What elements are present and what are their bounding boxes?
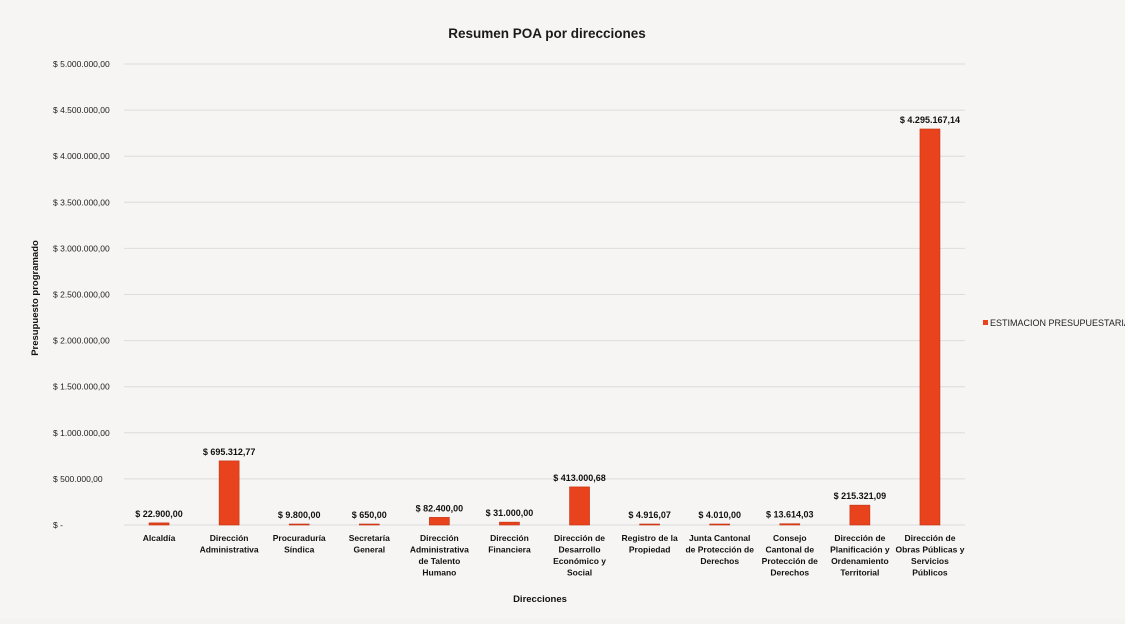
y-tick-label: $ 2.000.000,00 — [53, 336, 110, 346]
x-tick-label: Dirección Administrativa — [200, 533, 259, 555]
x-tick-label: Dirección Financiera — [488, 533, 531, 555]
x-tick-label: Alcaldía — [143, 533, 176, 543]
bar — [358, 523, 380, 526]
bar — [429, 517, 450, 526]
data-label: $ 695.312,77 — [203, 447, 256, 457]
bar — [709, 523, 731, 526]
data-label: $ 4.295.167,14 — [900, 115, 960, 125]
x-tick-label: Dirección de Obras Públicas y Servicios Púb… — [895, 533, 964, 578]
bar — [288, 523, 310, 526]
bar — [919, 128, 941, 526]
y-tick-label: $ 4.500.000,00 — [53, 105, 110, 115]
y-axis-title: Presupuesto programado — [30, 240, 41, 356]
y-tick-label: $ 1.500.000,00 — [53, 382, 110, 392]
x-tick-label: Junta Cantonal de Protección de Derechos — [685, 533, 754, 566]
bar — [779, 523, 801, 526]
data-label: $ 413.000,68 — [553, 473, 606, 483]
data-label: $ 82.400,00 — [416, 503, 464, 513]
data-labels: $ 22.900,00 $ 695.312,77 $ 9.800,00 $ 650,0… — [135, 115, 960, 520]
x-axis-title: Direcciones — [513, 594, 567, 605]
legend-swatch — [983, 320, 988, 325]
data-label: $ 4.010,00 — [698, 510, 741, 520]
data-label: $ 13.614,03 — [766, 510, 814, 520]
bar — [148, 522, 170, 526]
bar — [639, 523, 660, 526]
y-tick-label: $ 1.000.000,00 — [53, 428, 110, 438]
x-tick-label: Registro de la Propiedad — [622, 533, 678, 555]
data-label: $ 31.000,00 — [486, 508, 534, 518]
y-tick-label: $ 3.500.000,00 — [53, 197, 110, 207]
data-label: $ 4.916,07 — [628, 510, 671, 520]
legend: ESTIMACION PRESUPUESTARIA — [983, 318, 1125, 328]
y-tick-label: $ - — [53, 520, 63, 530]
bar — [849, 504, 871, 526]
data-label: $ 22.900,00 — [135, 509, 183, 519]
y-axis-ticks: $ - $ 500.000,00 $ 1.000.000,00 $ 1.500.000… — [53, 59, 110, 530]
x-tick-label: Secretaría General — [349, 533, 390, 555]
x-tick-label: Procuraduría Síndica — [273, 533, 326, 555]
y-tick-label: $ 3.000.000,00 — [53, 243, 110, 253]
y-tick-label: $ 500.000,00 — [53, 474, 103, 484]
bar — [218, 460, 240, 526]
x-axis-ticks: Alcaldía Dirección Administrativa Procuradu… — [143, 533, 965, 578]
data-label: $ 9.800,00 — [278, 510, 321, 520]
legend-label: ESTIMACION PRESUPUESTARIA — [990, 318, 1125, 328]
x-tick-label: Consejo Cantonal de Protección de Derechos — [762, 533, 818, 578]
gridlines — [124, 63, 965, 526]
y-tick-label: $ 4.000.000,00 — [53, 151, 110, 161]
y-tick-label: $ 5.000.000,00 — [53, 59, 110, 69]
x-tick-label: Dirección de Planificación y Ordenamiento T… — [830, 533, 890, 578]
chart-title: Resumen POA por direcciones — [448, 26, 646, 41]
bar — [499, 521, 520, 526]
data-label: $ 215.321,09 — [834, 491, 887, 501]
bars — [148, 128, 941, 526]
data-label: $ 650,00 — [352, 510, 387, 520]
y-tick-label: $ 2.500.000,00 — [53, 290, 110, 300]
bar — [569, 486, 590, 526]
x-tick-label: Dirección Administrativa de Talento Humano — [410, 533, 469, 578]
x-tick-label: Dirección de Desarrollo Económico y Social — [553, 533, 606, 578]
